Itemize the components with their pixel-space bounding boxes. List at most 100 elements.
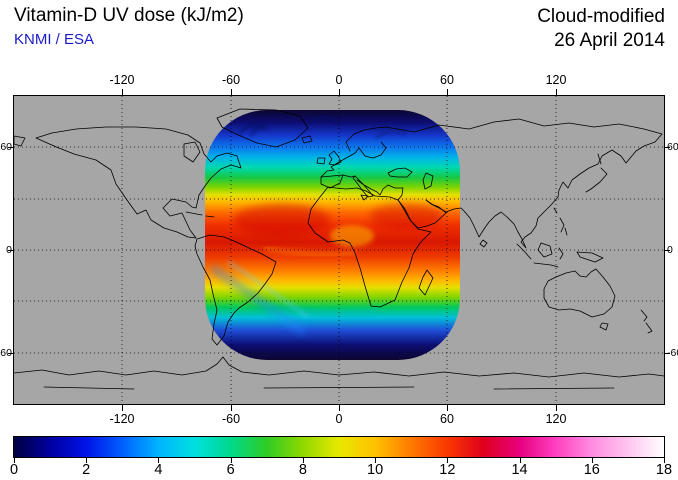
coastline-black-sea [387,167,413,178]
colorbar-tick [302,458,304,463]
uv-dose-swath [205,110,460,360]
colorbar-tick-label: 8 [298,462,307,478]
x-axis-label-bottom: 60 [440,412,454,426]
y-axis-label-right: 60 [667,141,678,153]
colorbar-tick [375,458,377,463]
colorbar-tick-label: 16 [583,462,600,478]
coastline-sulawesi [558,247,564,260]
x-axis-tick-top [122,89,123,95]
y-axis-label-left: -60 [0,347,12,359]
x-axis-label-top: -60 [221,73,241,87]
coastline-uk [328,150,342,166]
colorbar-tick-label: 12 [439,462,456,478]
date-label: 26 April 2014 [554,30,665,51]
coastline-sri-lanka [479,239,488,248]
x-axis-label-bottom: 0 [335,412,343,426]
coastline-sicily [360,194,369,201]
map-canvas [14,96,664,404]
x-axis-tick-top [556,89,557,95]
header-right: Cloud-modified 26 April 2014 [537,5,665,53]
coastline-asia [385,118,663,249]
coastline-java [533,262,559,268]
coastline-west-europe [320,147,360,178]
x-axis-label-top: 120 [545,73,567,87]
coastline-arabia [397,199,447,229]
colorbar-tick [158,458,160,463]
x-axis-tick-bottom [339,405,340,411]
coastline-sumatra [516,243,532,260]
x-axis-tick-bottom [231,405,232,411]
colorbar-tick-label: 0 [9,462,19,478]
coastline-baltic [358,141,387,159]
coastline-hudson-bay [183,141,201,163]
coastline-antarctica [14,356,664,378]
x-axis-tick-top [339,89,340,95]
coastline-caspian [422,172,434,190]
y-axis-tick-right [664,353,670,354]
y-axis-tick-right [664,250,670,251]
y-axis-label-right: -60 [667,347,678,359]
colorbar-tick [519,458,521,463]
coastline-scandinavia [345,126,387,152]
colorbar-tick [447,458,449,463]
coastline-iberia [320,174,344,189]
coastline-borneo [537,242,553,258]
colorbar-tick [230,458,232,463]
coastline-madagascar [418,269,434,296]
coastline-south-america [194,234,277,346]
world-map-frame [13,95,665,405]
x-axis-label-bottom: 120 [545,412,567,426]
colorbar-tick-label: 4 [154,462,163,478]
coastline-japan [585,167,608,193]
colorbar-tick-label: 2 [82,462,91,478]
y-axis-tick-left [8,147,14,148]
coastline-ireland [316,157,326,165]
colorbar-tick-label: 18 [655,462,673,478]
colorbar-tick-label: 6 [226,462,235,478]
cloud-texture [210,116,442,335]
mode-label: Cloud-modified [537,6,665,27]
x-axis-label-top: -120 [109,73,135,87]
source-credit: KNMI / ESA [14,31,95,48]
colorbar-tick-label: 10 [367,462,384,478]
x-axis-tick-top [231,89,232,95]
colorbar [13,436,665,458]
coastline-iceland [301,135,313,144]
coastline-philippines [559,217,568,236]
y-axis-label-left: 60 [0,141,12,153]
colorbar-tick [664,458,665,463]
x-axis-label-bottom: -120 [109,412,135,426]
x-axis-tick-top [447,89,448,95]
coastline-cuba [185,211,203,216]
coastline-sakhalin [597,153,602,165]
coastline-north-america [35,126,242,239]
x-axis-label-top: 60 [440,73,454,87]
x-axis-label-top: 0 [335,73,343,87]
x-axis-tick-bottom [447,405,448,411]
coastline-new-guinea [576,251,604,263]
page-title: Vitamin-D UV dose (kJ/m2) [14,5,244,26]
coastline-balkans-turkey [356,179,404,201]
x-axis-tick-bottom [122,405,123,411]
coastline-greenland [216,108,309,148]
coastline-riviera [342,174,356,178]
x-axis-label-bottom: -60 [221,412,241,426]
coastline-australia [543,268,616,318]
coastline-tasmania [599,322,609,331]
colorbar-tick [591,458,593,463]
colorbar-tick-label: 14 [511,462,528,478]
coastline-antarctica-inner [43,386,615,390]
colorbar-tick [14,458,15,463]
y-axis-tick-left [8,353,14,354]
graticule [14,96,664,404]
y-axis-tick-left [8,250,14,251]
colorbar-tick [86,458,88,463]
coastline-new-zealand [640,309,653,334]
x-axis-tick-bottom [556,405,557,411]
coastline-hispaniola [205,215,215,218]
coastline-italy [352,175,374,198]
coastlines [14,108,664,390]
coastline-africa [307,186,432,308]
coastline-persian-gulf [425,199,447,213]
